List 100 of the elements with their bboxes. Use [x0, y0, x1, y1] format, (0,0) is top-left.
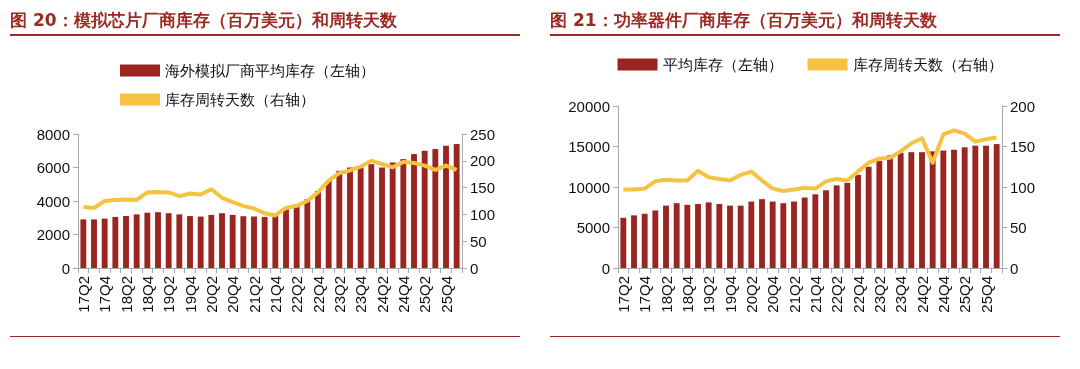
x-tick-label: 21Q4 — [266, 276, 284, 313]
x-tick-label: 21Q2 — [785, 276, 803, 313]
x-tick-label: 18Q2 — [657, 276, 675, 313]
x-tick-label: 19Q2 — [700, 276, 718, 313]
bar — [197, 216, 204, 268]
bar — [652, 210, 659, 268]
bar — [91, 219, 97, 268]
x-tick-label: 17Q4 — [636, 276, 654, 313]
bar — [336, 170, 343, 268]
y2-tick-label: 100 — [470, 205, 496, 223]
bar — [684, 204, 691, 268]
bar — [695, 204, 701, 268]
bar — [727, 205, 733, 268]
bar — [283, 209, 289, 268]
bar — [347, 167, 353, 268]
bar — [315, 190, 321, 268]
bar — [769, 201, 776, 268]
bar — [357, 167, 364, 268]
x-tick-label: 17Q2 — [614, 276, 632, 313]
bar — [176, 214, 183, 268]
x-tick-label: 17Q4 — [96, 276, 114, 313]
x-tick-label: 20Q4 — [764, 276, 782, 313]
legend-label: 平均库存（左轴） — [662, 55, 783, 74]
bar — [304, 199, 311, 268]
bar — [961, 147, 968, 268]
bar — [876, 161, 883, 268]
bar — [855, 174, 861, 268]
bar — [705, 202, 712, 268]
bar — [801, 197, 808, 268]
bar — [80, 219, 87, 268]
bar — [641, 213, 648, 268]
bar — [411, 154, 417, 268]
y2-tick-label: 200 — [1010, 97, 1036, 115]
y2-tick-label: 100 — [1010, 178, 1036, 196]
y-tick-label: 20000 — [568, 97, 610, 115]
bar — [929, 151, 936, 268]
bar — [983, 145, 989, 268]
x-tick-label: 24Q4 — [394, 276, 412, 313]
bar — [400, 159, 407, 268]
x-tick-label: 19Q4 — [721, 276, 739, 313]
bar — [791, 201, 797, 268]
x-tick-label: 23Q4 — [892, 276, 910, 313]
y-tick-label: 15000 — [568, 138, 610, 155]
x-tick-label: 25Q4 — [437, 276, 455, 313]
bar — [133, 214, 140, 268]
bar — [325, 180, 332, 268]
x-tick-label: 22Q2 — [288, 276, 306, 313]
bar — [389, 162, 396, 268]
x-tick-label: 25Q2 — [956, 276, 974, 313]
bar — [101, 218, 108, 268]
x-tick-label: 22Q2 — [828, 276, 846, 313]
bar — [631, 215, 637, 268]
bar — [187, 216, 193, 268]
bar — [251, 216, 257, 268]
bar — [780, 203, 787, 268]
y2-tick-label: 150 — [1010, 138, 1036, 155]
bar — [432, 149, 439, 268]
x-tick-label: 23Q2 — [870, 276, 888, 313]
x-tick-label: 18Q2 — [117, 276, 135, 313]
x-tick-label: 18Q4 — [678, 276, 696, 313]
y2-tick-label: 50 — [1010, 219, 1027, 236]
bar — [865, 166, 872, 268]
y-tick-label: 6000 — [36, 159, 70, 176]
x-tick-label: 18Q4 — [138, 276, 156, 313]
bar — [443, 145, 449, 268]
bar — [951, 149, 957, 268]
x-tick-label: 25Q2 — [416, 276, 434, 313]
y-tick-label: 4000 — [36, 192, 70, 210]
line-series — [81, 158, 459, 218]
bar — [229, 214, 236, 268]
x-tick-label: 24Q2 — [373, 276, 391, 313]
bar — [219, 213, 225, 268]
y2-tick-label: 150 — [470, 179, 496, 197]
bar — [620, 217, 627, 268]
legend-label: 库存周转天数（右轴） — [165, 90, 315, 109]
bar — [663, 205, 669, 268]
bar — [716, 204, 723, 268]
bar — [748, 201, 755, 268]
y2-tick-label: 0 — [470, 259, 479, 277]
x-tick-label: 23Q2 — [330, 276, 348, 313]
x-tick-label: 24Q4 — [934, 276, 952, 313]
y2-tick-label: 250 — [470, 125, 496, 143]
bar — [165, 213, 172, 268]
bar — [123, 216, 129, 268]
x-tick-label: 19Q4 — [181, 276, 199, 313]
bar — [208, 214, 215, 268]
x-tick-label: 20Q4 — [224, 276, 242, 313]
y-tick-label: 0 — [601, 259, 610, 277]
x-tick-label: 24Q2 — [913, 276, 931, 313]
bar — [908, 152, 915, 268]
bar — [240, 216, 247, 268]
chart-title: 图 20：模拟芯片厂商库存（百万美元）和周转天数 — [10, 6, 520, 36]
x-tick-label: 19Q2 — [160, 276, 178, 313]
bar — [272, 216, 279, 268]
x-tick-label: 21Q4 — [806, 276, 824, 313]
bar — [972, 145, 979, 268]
x-tick-label: 22Q4 — [849, 276, 867, 313]
bar — [155, 212, 161, 268]
legend-label: 海外模拟厂商平均库存（左轴） — [165, 61, 375, 80]
x-tick-label: 20Q2 — [202, 276, 220, 313]
